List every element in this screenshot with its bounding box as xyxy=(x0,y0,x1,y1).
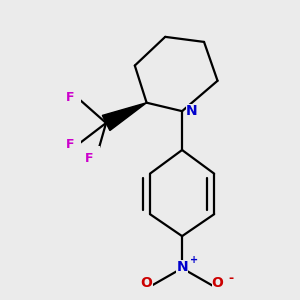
Text: F: F xyxy=(66,138,75,152)
Text: F: F xyxy=(85,152,93,165)
Text: -: - xyxy=(229,272,234,285)
Text: O: O xyxy=(141,276,153,290)
Text: F: F xyxy=(66,91,75,104)
Text: N: N xyxy=(176,260,188,274)
Polygon shape xyxy=(102,103,147,130)
Text: +: + xyxy=(190,255,198,265)
Text: O: O xyxy=(212,276,224,290)
Text: N: N xyxy=(186,104,198,118)
